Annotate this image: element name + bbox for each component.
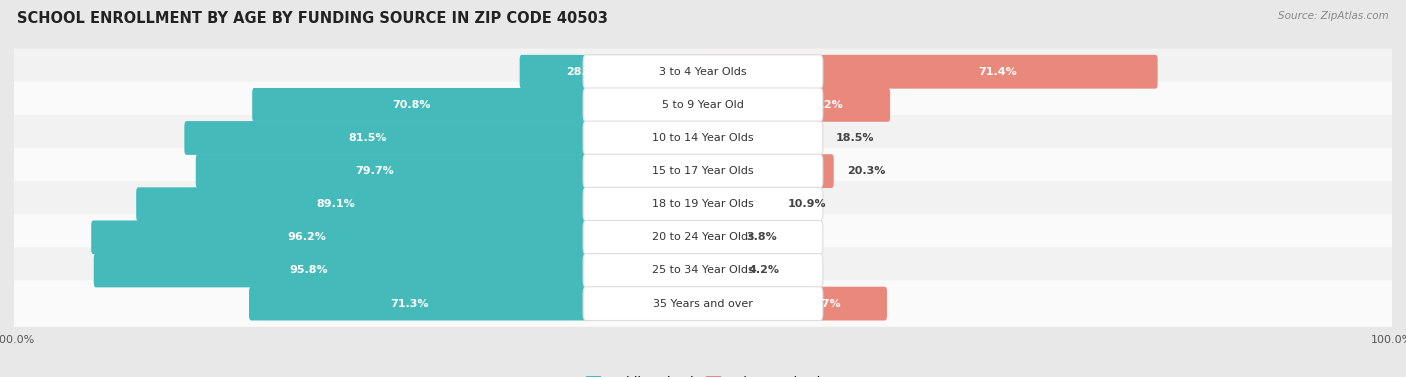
Text: 71.4%: 71.4% [977, 67, 1017, 77]
FancyBboxPatch shape [583, 55, 823, 89]
FancyBboxPatch shape [583, 88, 823, 122]
FancyBboxPatch shape [702, 88, 890, 122]
Text: 79.7%: 79.7% [356, 166, 394, 176]
FancyBboxPatch shape [136, 187, 704, 221]
Legend: Public School, Private School: Public School, Private School [586, 375, 820, 377]
Text: 15 to 17 Year Olds: 15 to 17 Year Olds [652, 166, 754, 176]
FancyBboxPatch shape [10, 214, 1396, 261]
Text: 89.1%: 89.1% [316, 199, 356, 209]
FancyBboxPatch shape [184, 121, 704, 155]
FancyBboxPatch shape [583, 154, 823, 188]
Text: Source: ZipAtlas.com: Source: ZipAtlas.com [1278, 11, 1389, 21]
Text: 71.3%: 71.3% [389, 299, 429, 309]
FancyBboxPatch shape [583, 287, 823, 320]
Text: 28.7%: 28.7% [801, 299, 841, 309]
Text: 70.8%: 70.8% [392, 100, 430, 110]
FancyBboxPatch shape [252, 88, 704, 122]
FancyBboxPatch shape [91, 221, 704, 254]
Text: 29.2%: 29.2% [804, 100, 842, 110]
Text: 35 Years and over: 35 Years and over [652, 299, 754, 309]
FancyBboxPatch shape [10, 49, 1396, 95]
FancyBboxPatch shape [94, 254, 704, 287]
FancyBboxPatch shape [702, 154, 834, 188]
FancyBboxPatch shape [702, 221, 730, 254]
Text: 96.2%: 96.2% [287, 232, 326, 242]
FancyBboxPatch shape [249, 287, 704, 320]
FancyBboxPatch shape [10, 280, 1396, 327]
FancyBboxPatch shape [702, 287, 887, 320]
Text: SCHOOL ENROLLMENT BY AGE BY FUNDING SOURCE IN ZIP CODE 40503: SCHOOL ENROLLMENT BY AGE BY FUNDING SOUR… [17, 11, 607, 26]
Text: 28.6%: 28.6% [565, 67, 605, 77]
Text: 5 to 9 Year Old: 5 to 9 Year Old [662, 100, 744, 110]
Text: 81.5%: 81.5% [347, 133, 387, 143]
FancyBboxPatch shape [583, 121, 823, 155]
Text: 18.5%: 18.5% [835, 133, 875, 143]
FancyBboxPatch shape [10, 115, 1396, 161]
FancyBboxPatch shape [10, 247, 1396, 294]
FancyBboxPatch shape [702, 121, 823, 155]
Text: 10.9%: 10.9% [787, 199, 825, 209]
FancyBboxPatch shape [10, 82, 1396, 128]
FancyBboxPatch shape [702, 187, 775, 221]
FancyBboxPatch shape [10, 181, 1396, 227]
FancyBboxPatch shape [702, 254, 731, 287]
Text: 3 to 4 Year Olds: 3 to 4 Year Olds [659, 67, 747, 77]
Text: 20.3%: 20.3% [846, 166, 886, 176]
Text: 95.8%: 95.8% [290, 265, 328, 276]
Text: 20 to 24 Year Olds: 20 to 24 Year Olds [652, 232, 754, 242]
FancyBboxPatch shape [583, 254, 823, 287]
Text: 3.8%: 3.8% [747, 232, 778, 242]
Text: 4.2%: 4.2% [748, 265, 779, 276]
Text: 10 to 14 Year Olds: 10 to 14 Year Olds [652, 133, 754, 143]
FancyBboxPatch shape [583, 187, 823, 221]
FancyBboxPatch shape [583, 221, 823, 254]
FancyBboxPatch shape [10, 148, 1396, 194]
Text: 18 to 19 Year Olds: 18 to 19 Year Olds [652, 199, 754, 209]
FancyBboxPatch shape [520, 55, 704, 89]
Text: 25 to 34 Year Olds: 25 to 34 Year Olds [652, 265, 754, 276]
FancyBboxPatch shape [195, 154, 704, 188]
FancyBboxPatch shape [702, 55, 1157, 89]
